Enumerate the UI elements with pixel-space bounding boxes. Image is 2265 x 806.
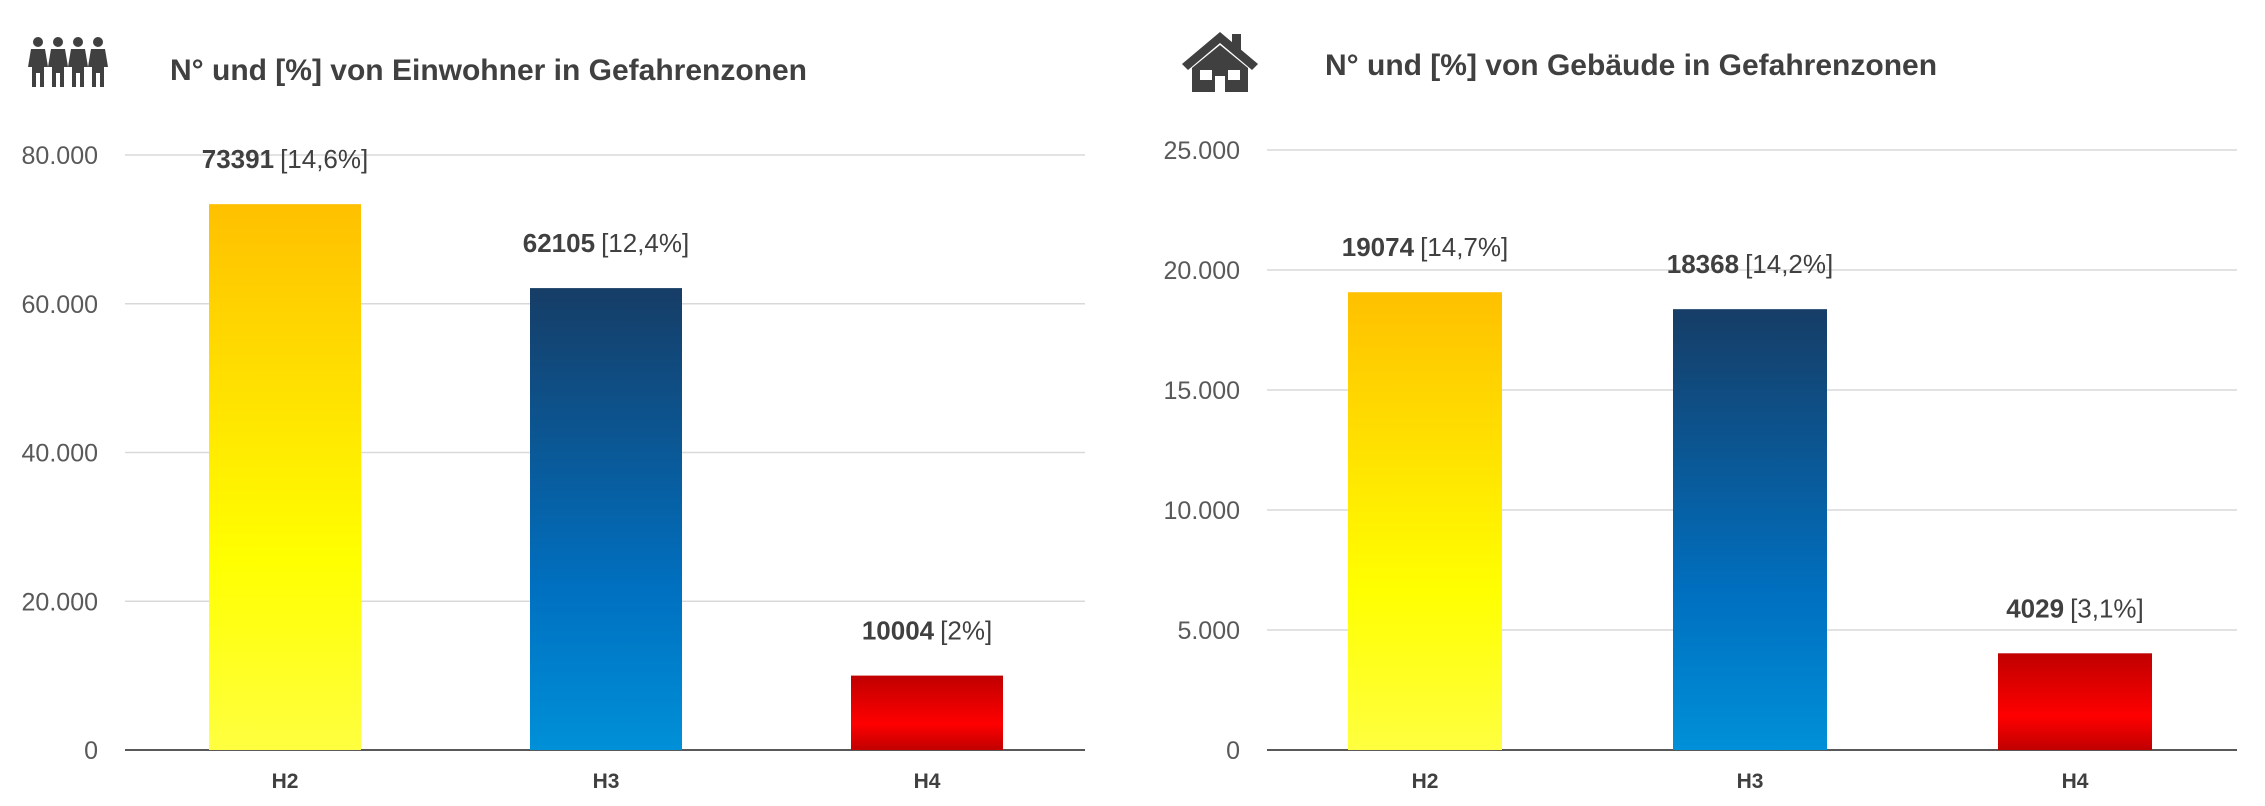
data-label: 18368 [14,2%]: [1667, 249, 1833, 279]
x-tick-label: H3: [1737, 770, 1764, 793]
x-tick-label: H4: [914, 770, 941, 793]
y-tick-label: 25.000: [1164, 137, 1240, 165]
data-label: 62105 [12,4%]: [523, 228, 689, 258]
chart-title: N° und [%] von Gebäude in Gefahrenzonen: [1325, 49, 1938, 82]
x-tick-label: H2: [1412, 770, 1439, 793]
data-label: 10004 [2%]: [862, 616, 992, 646]
house-icon: [1180, 30, 1260, 99]
bar-h4: [851, 675, 1003, 750]
y-tick-label: 5.000: [1177, 617, 1240, 645]
y-tick-label: 40.000: [22, 440, 98, 468]
bar-h2: [1348, 292, 1502, 750]
y-tick-label: 10.000: [1164, 497, 1240, 525]
y-tick-label: 0: [1226, 737, 1240, 765]
y-tick-label: 0: [84, 737, 98, 765]
y-tick-label: 80.000: [22, 142, 98, 170]
data-label: 19074 [14,7%]: [1342, 232, 1508, 262]
bar-h2: [209, 204, 361, 751]
chart-panel-gebaeude: N° und [%] von Gebäude in Gefahrenzonen …: [1132, 0, 2264, 806]
y-tick-label: 60.000: [22, 291, 98, 319]
data-label: 73391 [14,6%]: [202, 144, 368, 174]
x-tick-label: H4: [2062, 770, 2089, 793]
y-tick-label: 15.000: [1164, 377, 1240, 405]
bar-h3: [1673, 309, 1827, 750]
chart-panel-einwohner: N° und [%] von Einwohner in Gefahrenzone…: [0, 0, 1132, 806]
y-tick-label: 20.000: [1164, 257, 1240, 285]
data-label: 4029 [3,1%]: [2006, 593, 2144, 623]
x-tick-label: H3: [593, 770, 620, 793]
bar-h3: [530, 288, 682, 750]
chart-title: N° und [%] von Einwohner in Gefahrenzone…: [170, 54, 808, 87]
bar-h4: [1998, 653, 2152, 750]
x-tick-label: H2: [272, 770, 299, 793]
bar-chart-gebaeude: 0 5.000 10.000 15.000 20.000 25.000 H2 19074 [14…: [1164, 137, 2237, 793]
people-icon: [28, 36, 108, 93]
bar-chart-einwohner: 0 20.000 40.000 60.000 80.000 H2 73391 [14,6%] H…: [22, 142, 1085, 793]
y-tick-label: 20.000: [22, 588, 98, 616]
